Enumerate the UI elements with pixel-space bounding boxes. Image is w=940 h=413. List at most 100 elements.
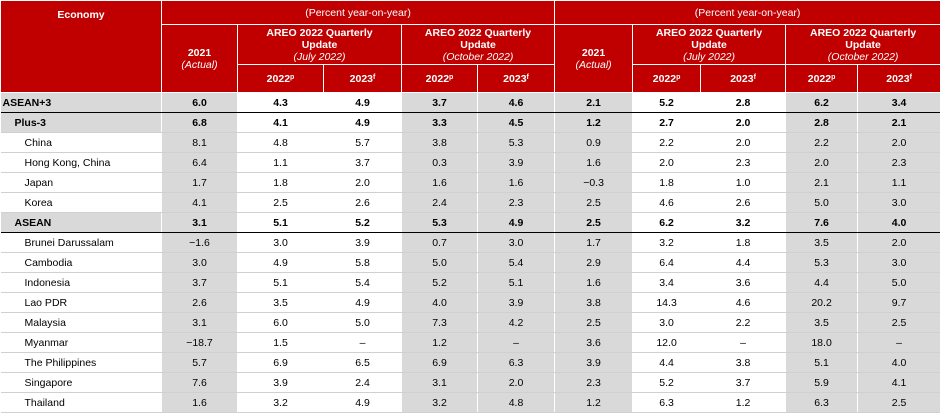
value-cell: 2.5	[555, 213, 633, 233]
value-cell: 2.8	[701, 93, 786, 113]
economy-name: Hong Kong, China	[1, 153, 162, 173]
value-cell: 2.3	[555, 373, 633, 393]
value-cell: −1.6	[162, 233, 238, 253]
value-cell: 3.1	[402, 373, 478, 393]
value-cell: 8.1	[162, 133, 238, 153]
value-cell: –	[858, 333, 940, 353]
areo-title-1: AREO 2022 Quarterly	[633, 27, 785, 39]
year-2023-header: 2023f	[858, 65, 940, 93]
value-cell: 3.5	[238, 293, 324, 313]
value-cell: 6.3	[786, 393, 858, 413]
value-cell: 3.0	[858, 253, 940, 273]
areo-july-header-right: AREO 2022 Quarterly Update (July 2022)	[633, 25, 786, 65]
percent-header-left: (Percent year-on-year)	[162, 1, 555, 25]
value-cell: 4.0	[402, 293, 478, 313]
economy-header: Economy	[1, 1, 162, 93]
value-cell: −0.3	[555, 173, 633, 193]
value-cell: 3.8	[555, 293, 633, 313]
value-cell: 4.4	[701, 253, 786, 273]
economy-name: Japan	[1, 173, 162, 193]
value-cell: 5.7	[162, 353, 238, 373]
value-cell: 14.3	[633, 293, 701, 313]
value-cell: 5.1	[238, 273, 324, 293]
value-cell: 1.8	[701, 233, 786, 253]
value-cell: 3.8	[402, 133, 478, 153]
value-cell: 4.8	[238, 133, 324, 153]
value-cell: 4.9	[324, 293, 402, 313]
value-cell: 0.7	[402, 233, 478, 253]
value-cell: 3.4	[633, 273, 701, 293]
economy-name: ASEAN+3	[1, 93, 162, 113]
value-cell: 4.4	[786, 273, 858, 293]
value-cell: 1.6	[555, 153, 633, 173]
value-cell: 3.7	[402, 93, 478, 113]
areo-title-1: AREO 2022 Quarterly	[238, 27, 401, 39]
economy-name: Singapore	[1, 373, 162, 393]
value-cell: 1.0	[701, 173, 786, 193]
value-cell: 5.4	[478, 253, 555, 273]
october-label: (October 2022)	[786, 51, 940, 63]
value-cell: 3.4	[858, 93, 940, 113]
value-cell: 3.2	[402, 393, 478, 413]
value-cell: 3.5	[786, 233, 858, 253]
table-header: Economy (Percent year-on-year) (Percent …	[1, 1, 940, 93]
value-cell: 4.4	[633, 353, 701, 373]
value-cell: 1.2	[701, 393, 786, 413]
value-cell: 5.7	[324, 133, 402, 153]
value-cell: 2.5	[858, 313, 940, 333]
value-cell: 1.6	[162, 393, 238, 413]
value-cell: 5.3	[402, 213, 478, 233]
value-cell: 2.1	[858, 113, 940, 133]
economy-name: Thailand	[1, 393, 162, 413]
value-cell: 3.1	[162, 313, 238, 333]
actual-label: (Actual)	[162, 59, 237, 71]
value-cell: 6.2	[633, 213, 701, 233]
areo-july-header-left: AREO 2022 Quarterly Update (July 2022)	[238, 25, 402, 65]
july-label: (July 2022)	[238, 51, 401, 63]
value-cell: 9.7	[858, 293, 940, 313]
value-cell: 3.2	[701, 213, 786, 233]
value-cell: 0.9	[555, 133, 633, 153]
value-cell: –	[701, 333, 786, 353]
october-label: (October 2022)	[402, 51, 554, 63]
value-cell: 2.0	[324, 173, 402, 193]
value-cell: 3.1	[162, 213, 238, 233]
value-cell: 3.9	[324, 233, 402, 253]
value-cell: 2.5	[555, 193, 633, 213]
value-cell: 6.9	[402, 353, 478, 373]
value-cell: 3.0	[238, 233, 324, 253]
value-cell: 5.8	[324, 253, 402, 273]
value-cell: 1.6	[402, 173, 478, 193]
value-cell: 4.6	[478, 93, 555, 113]
value-cell: 3.7	[701, 373, 786, 393]
value-cell: 2.0	[701, 113, 786, 133]
year-2023-header: 2023f	[324, 65, 402, 93]
economy-name: Myanmar	[1, 333, 162, 353]
value-cell: 1.6	[478, 173, 555, 193]
value-cell: 3.9	[478, 293, 555, 313]
value-cell: 7.6	[786, 213, 858, 233]
value-cell: 4.9	[324, 93, 402, 113]
value-cell: 3.6	[701, 273, 786, 293]
economy-name: Plus-3	[1, 113, 162, 133]
year-2022-header: 2022p	[238, 65, 324, 93]
value-cell: 2.2	[786, 133, 858, 153]
value-cell: 2.6	[162, 293, 238, 313]
areo-october-header-right: AREO 2022 Quarterly Update (October 2022…	[786, 25, 940, 65]
value-cell: 2.4	[402, 193, 478, 213]
value-cell: 3.8	[701, 353, 786, 373]
value-cell: 4.2	[478, 313, 555, 333]
value-cell: 4.3	[238, 93, 324, 113]
y2021-label: 2021	[162, 47, 237, 59]
value-cell: 2.3	[478, 193, 555, 213]
value-cell: 4.5	[478, 113, 555, 133]
value-cell: 2.0	[786, 153, 858, 173]
value-cell: 2.5	[238, 193, 324, 213]
y2021-header-left: 2021 (Actual)	[162, 25, 238, 93]
